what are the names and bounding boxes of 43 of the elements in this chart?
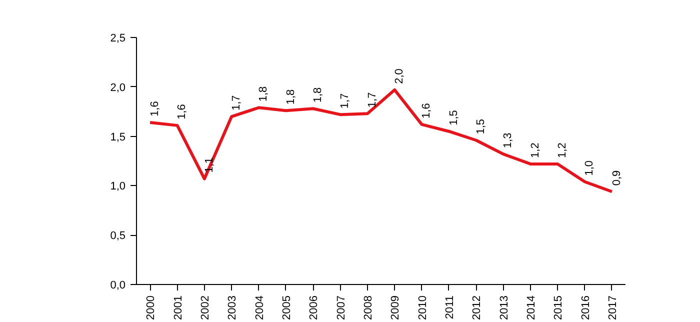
x-tick-label: 2006 — [308, 295, 320, 320]
data-label: 1,6 — [149, 101, 162, 116]
x-tick-label: 2012 — [471, 295, 484, 320]
y-tick-label: 0,5 — [110, 230, 126, 242]
line-series — [148, 88, 614, 194]
x-tick-label: 2001 — [172, 295, 184, 320]
x-tick-label: 2011 — [444, 296, 456, 320]
x-tick-label: 2014 — [525, 295, 538, 320]
y-tick-label: 1,0 — [110, 180, 126, 193]
data-label: 1,0 — [584, 160, 596, 176]
x-tick-label: 2000 — [145, 295, 158, 320]
data-label: 1,7 — [339, 93, 352, 109]
x-tick-label: 2007 — [335, 295, 348, 320]
x-tick-label: 2002 — [199, 295, 212, 320]
x-tick-label: 2004 — [254, 295, 266, 320]
data-label: 1,6 — [176, 104, 188, 120]
data-label: 1,1 — [203, 157, 216, 173]
data-label: 1,7 — [366, 92, 378, 108]
x-tick-label: 2016 — [580, 295, 592, 320]
x-tick-label: 2008 — [362, 295, 374, 320]
y-tick-label: 2,0 — [110, 82, 126, 94]
x-tick-label: 2017 — [606, 295, 619, 320]
x-tick-label: 2010 — [416, 295, 429, 320]
data-label: 1,2 — [529, 142, 542, 158]
data-label: 1,8 — [258, 86, 270, 102]
data-label: 1,8 — [312, 87, 324, 103]
data-label: 1,5 — [448, 110, 460, 126]
data-label: 1,2 — [556, 142, 569, 158]
data-label: 1,3 — [502, 132, 514, 148]
data-label: 1,7 — [230, 95, 243, 111]
x-tick-label: 2003 — [226, 295, 239, 320]
data-label: 1,5 — [475, 118, 488, 134]
y-tick-label: 1,5 — [110, 131, 126, 144]
data-label: 1,6 — [420, 103, 433, 118]
y-tick-label: 2,5 — [110, 32, 126, 44]
data-label: 0,9 — [610, 170, 623, 186]
x-tick-label: 2015 — [552, 295, 565, 320]
data-label: 1,8 — [284, 89, 297, 105]
x-tick-label: 2013 — [498, 295, 510, 320]
data-label: 2,0 — [394, 68, 406, 84]
y-tick-label: 0,0 — [110, 280, 126, 292]
x-tick-label: 2009 — [390, 295, 402, 320]
x-tick-label: 2005 — [280, 295, 293, 320]
